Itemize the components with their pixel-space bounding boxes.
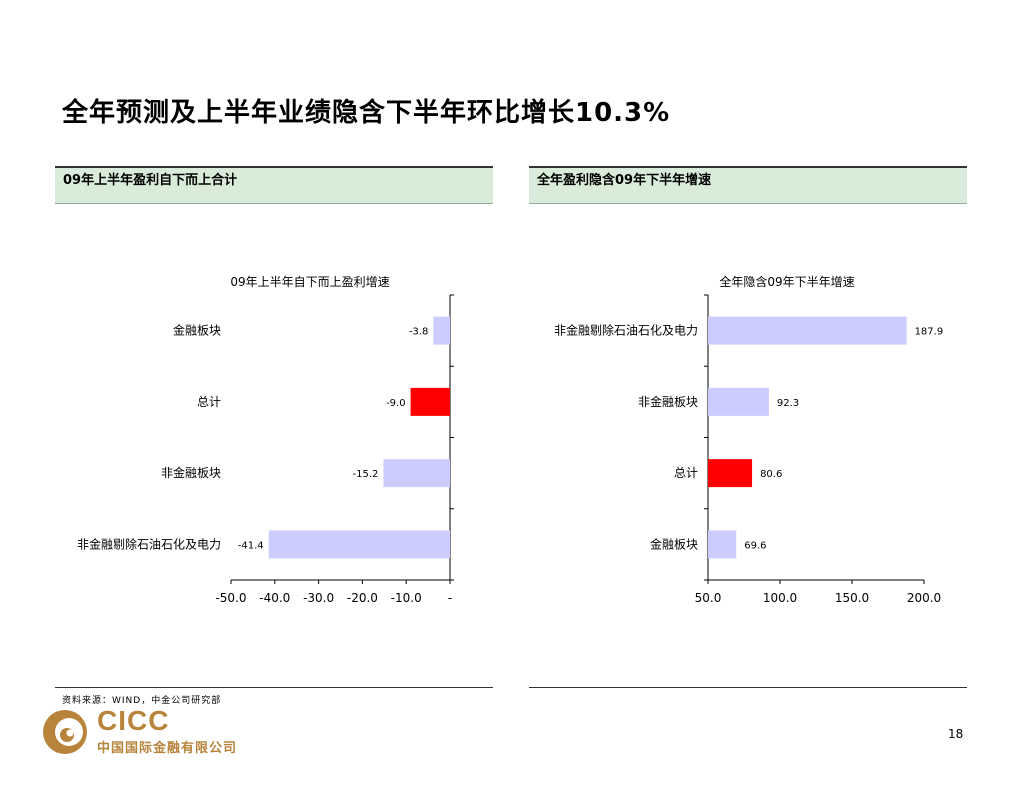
category-label: 非金融剔除石油石化及电力 — [77, 536, 221, 551]
bar — [433, 316, 450, 345]
data-label: 92.3 — [777, 398, 799, 409]
value-tick-label: 50.0 — [695, 591, 722, 605]
right-panel-header: 全年盈利隐含09年下半年增速 — [529, 166, 967, 204]
category-label: 金融板块 — [173, 323, 221, 338]
value-tick-label: -30.0 — [303, 591, 334, 605]
value-tick-label: 100.0 — [763, 591, 797, 605]
bar — [708, 316, 907, 345]
bar — [708, 387, 769, 416]
category-label: 非金融板块 — [638, 394, 698, 409]
data-label: 80.6 — [760, 469, 782, 480]
value-tick-label: 150.0 — [835, 591, 869, 605]
data-label: -15.2 — [353, 469, 379, 480]
right-bottom-rule — [529, 687, 967, 688]
value-tick-label: -50.0 — [215, 591, 246, 605]
chart-title: 09年上半年自下而上盈利增速 — [230, 275, 389, 289]
logo-subtext: 中国国际金融有限公司 — [97, 741, 238, 756]
logo-text: CICC — [97, 705, 170, 736]
left-bottom-rule — [55, 687, 493, 688]
chart-title: 全年隐含09年下半年增速 — [719, 274, 854, 289]
value-tick-label: -10.0 — [391, 591, 422, 605]
category-label: 总计 — [197, 395, 221, 409]
value-tick-label: 200.0 — [907, 591, 941, 605]
cicc-logo-icon — [43, 710, 87, 754]
data-label: -9.0 — [386, 398, 406, 409]
category-label: 金融板块 — [650, 536, 698, 551]
bar — [708, 459, 753, 488]
data-label: -3.8 — [409, 327, 429, 338]
bar — [708, 530, 737, 559]
page-title: 全年预测及上半年业绩隐含下半年环比增长10.3% — [62, 98, 671, 128]
bar — [268, 530, 450, 559]
value-tick-label: - — [448, 591, 452, 605]
category-label: 总计 — [674, 466, 698, 480]
left-panel-header: 09年上半年盈利自下而上合计 — [55, 166, 493, 204]
page-number: 18 — [948, 727, 964, 741]
category-label: 非金融剔除石油石化及电力 — [554, 323, 698, 338]
data-label: 69.6 — [744, 540, 766, 551]
data-label: -41.4 — [238, 540, 264, 551]
cicc-logo: CICC 中国国际金融有限公司 — [97, 705, 238, 757]
value-tick-label: -40.0 — [259, 591, 290, 605]
value-tick-label: -20.0 — [347, 591, 378, 605]
data-label: 187.9 — [915, 327, 944, 338]
bar — [410, 387, 450, 416]
category-label: 非金融板块 — [161, 465, 221, 480]
bar — [383, 459, 450, 488]
source-note: 资料来源：WIND，中金公司研究部 — [62, 696, 222, 706]
